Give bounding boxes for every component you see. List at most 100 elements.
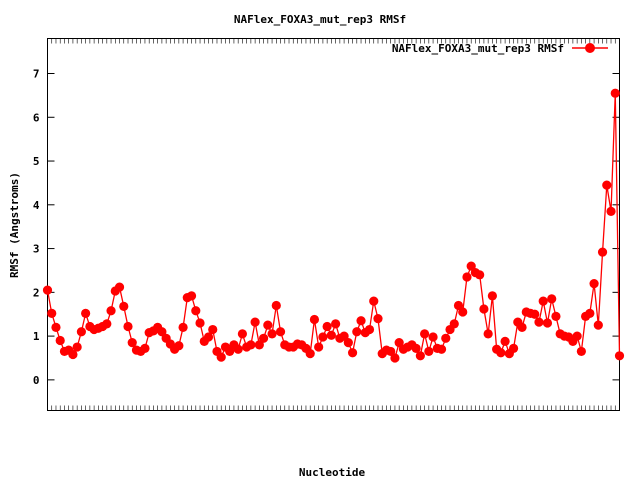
y-tick-label: 7 <box>33 68 40 81</box>
data-point <box>127 338 137 348</box>
data-point <box>597 247 608 257</box>
data-point <box>369 296 379 306</box>
data-point <box>347 348 358 358</box>
data-point <box>250 317 260 327</box>
plot-frame <box>47 38 620 411</box>
data-point <box>356 316 366 326</box>
data-point <box>216 352 226 362</box>
data-point <box>373 313 383 324</box>
data-point <box>309 314 320 325</box>
data-point <box>72 342 82 352</box>
data-point <box>42 285 53 295</box>
y-tick-label: 1 <box>33 330 40 343</box>
data-point <box>602 180 612 190</box>
data-point <box>436 344 447 354</box>
y-tick-label: 0 <box>33 374 40 387</box>
data-point <box>258 333 269 343</box>
data-point <box>326 330 336 340</box>
data-point <box>483 329 493 339</box>
data-point <box>208 324 218 335</box>
data-point <box>453 300 464 311</box>
data-point <box>203 332 214 342</box>
data-point <box>585 308 595 318</box>
data-point <box>538 296 548 306</box>
data-point <box>271 300 281 311</box>
data-point <box>178 322 188 332</box>
data-point <box>343 338 353 348</box>
data-point <box>47 308 57 318</box>
data-point <box>191 306 201 316</box>
data-point <box>530 309 540 319</box>
data-point <box>441 333 451 343</box>
data-point <box>263 320 273 330</box>
data-point <box>496 348 506 358</box>
data-point <box>225 346 235 357</box>
data-point <box>500 336 510 346</box>
data-point <box>479 304 489 314</box>
data-point <box>508 343 519 353</box>
data-point <box>123 321 133 332</box>
y-tick-label: 3 <box>33 243 40 256</box>
data-point <box>331 319 341 329</box>
y-axis-label: RMSf (Angstroms) <box>8 172 21 278</box>
data-point <box>386 346 396 357</box>
data-point <box>246 340 256 350</box>
data-point <box>576 346 586 357</box>
data-point <box>114 282 125 292</box>
data-point <box>76 327 86 337</box>
data-point <box>352 327 362 337</box>
series-rmsf <box>42 88 625 363</box>
y-tick-label: 6 <box>33 111 40 124</box>
data-point <box>314 342 324 352</box>
data-point <box>322 321 332 332</box>
data-point <box>475 270 485 280</box>
data-point <box>157 327 167 337</box>
data-point <box>364 324 375 335</box>
data-point <box>390 353 400 363</box>
data-point <box>318 332 328 342</box>
data-point <box>593 320 603 330</box>
data-point <box>254 340 264 350</box>
data-point <box>542 318 553 328</box>
data-point <box>186 291 197 301</box>
x-axis-label: Nucleotide <box>299 466 366 479</box>
data-point <box>606 206 616 216</box>
data-point <box>237 329 247 339</box>
y-tick-label: 5 <box>33 155 40 168</box>
legend-label: NAFlex_FOXA3_mut_rep3 RMSf <box>392 42 564 55</box>
data-point <box>68 349 78 360</box>
data-point <box>466 261 476 271</box>
data-point <box>102 319 112 329</box>
data-point <box>140 343 150 353</box>
data-point <box>267 329 277 339</box>
data-point <box>195 318 205 328</box>
data-point <box>534 317 544 327</box>
data-point <box>55 335 65 346</box>
y-tick-label: 4 <box>33 199 40 212</box>
data-point <box>424 346 434 357</box>
data-point <box>420 329 430 339</box>
x-axis <box>47 38 620 411</box>
y-tick-label: 2 <box>33 286 40 299</box>
data-point <box>610 88 620 98</box>
data-point <box>339 331 349 341</box>
data-point <box>428 332 438 342</box>
data-point <box>551 311 561 322</box>
data-point <box>51 322 61 332</box>
data-point <box>106 306 116 316</box>
data-point <box>119 301 129 311</box>
data-point <box>415 351 425 361</box>
data-point <box>462 272 472 282</box>
data-point <box>305 349 315 359</box>
data-point <box>81 308 91 318</box>
data-point <box>174 341 184 351</box>
data-point <box>394 338 404 348</box>
data-point <box>411 343 421 353</box>
data-point <box>547 294 557 304</box>
data-point <box>233 344 243 354</box>
data-point <box>458 307 468 317</box>
data-point <box>275 327 286 337</box>
chart-title: NAFlex_FOXA3_mut_rep3 RMSf <box>234 13 406 26</box>
legend: NAFlex_FOXA3_mut_rep3 RMSf <box>392 42 608 55</box>
